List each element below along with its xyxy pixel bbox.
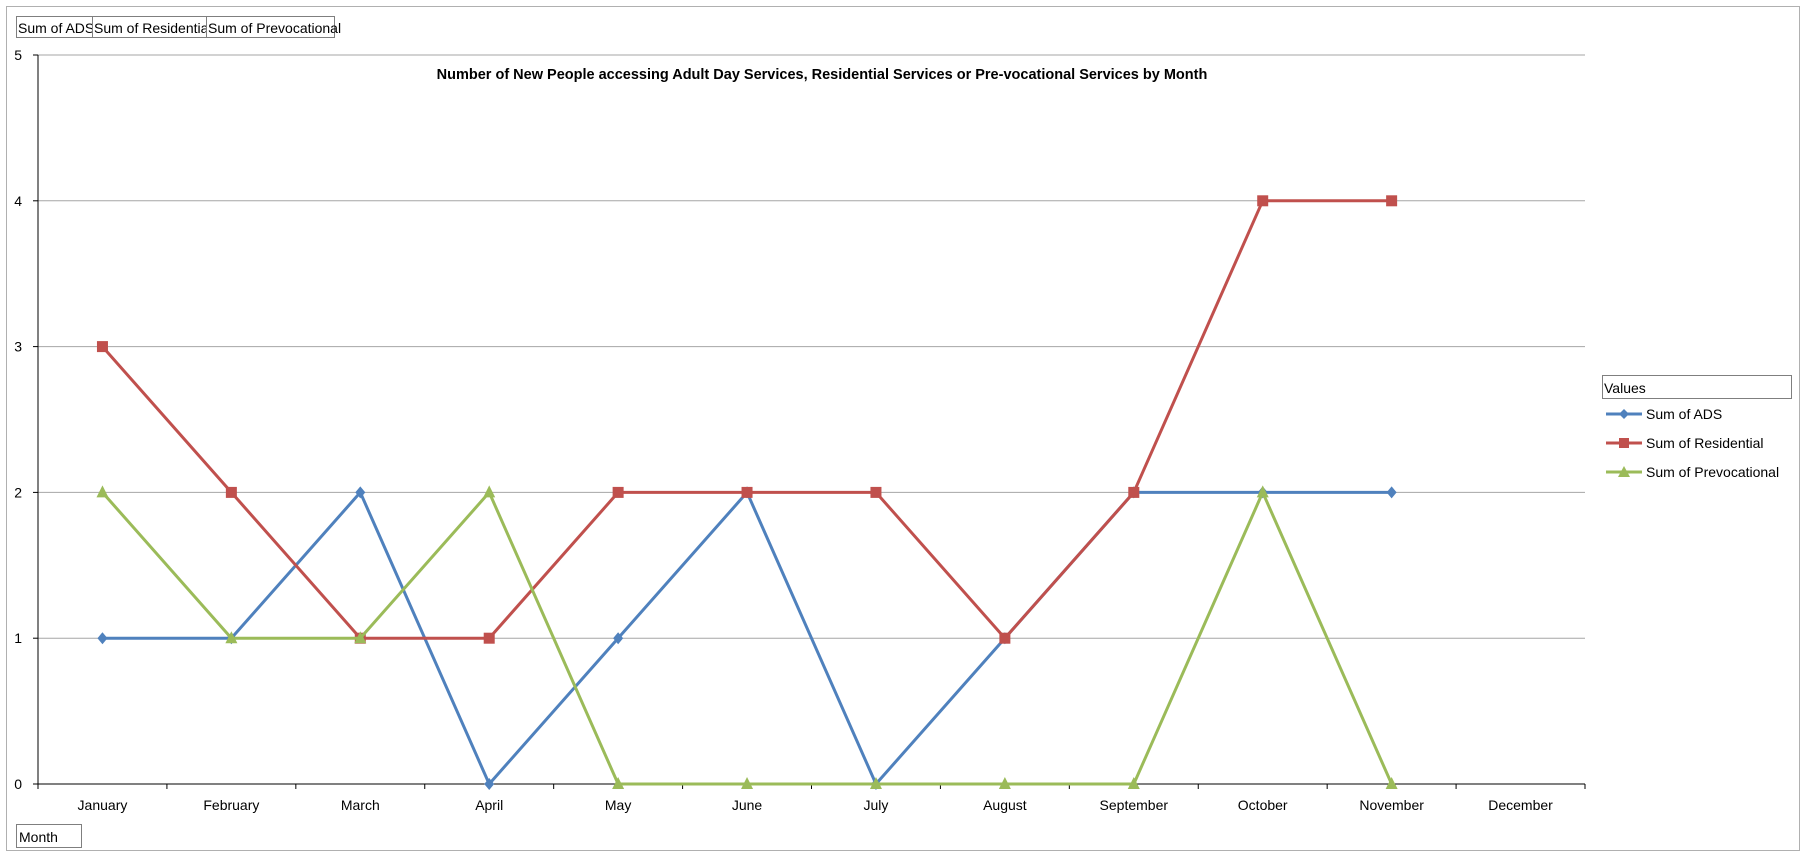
x-tick-label: November: [1359, 797, 1424, 813]
series-line-sum-of-residential: [101, 199, 1392, 640]
legend-marker-triangle-icon: [1606, 465, 1642, 477]
data-point-sum-of-residential[interactable]: [741, 486, 753, 498]
field-button-sum-of-ads[interactable]: Sum of ADS: [16, 16, 94, 38]
legend-label: Sum of ADS: [1646, 405, 1723, 422]
data-point-sum-of-residential[interactable]: [1257, 195, 1269, 207]
x-tick-label: April: [475, 797, 503, 813]
legend-item-sum-of-prevocational: Sum of Prevocational: [1606, 457, 1792, 486]
data-point-sum-of-prevocational[interactable]: [1385, 777, 1398, 789]
data-point-sum-of-residential[interactable]: [225, 486, 237, 498]
x-tick-label: January: [78, 797, 128, 813]
x-tick-label: May: [605, 797, 631, 813]
y-tick-label: 2: [14, 484, 22, 500]
x-tick-label: August: [983, 797, 1027, 813]
y-tick-label: 1: [14, 630, 22, 646]
legend-marker-square-icon: [1606, 437, 1642, 448]
data-point-sum-of-prevocational[interactable]: [225, 631, 238, 644]
x-tick-label: September: [1100, 797, 1169, 813]
legend-title[interactable]: Values: [1602, 375, 1792, 399]
data-point-sum-of-residential[interactable]: [612, 486, 624, 498]
y-tick-label: 5: [14, 47, 22, 63]
x-tick-label: February: [203, 797, 259, 813]
legend-label: Sum of Residential: [1646, 434, 1764, 451]
legend: Values Sum of ADS Sum of Residential Sum…: [1602, 375, 1792, 486]
x-tick-label: December: [1488, 797, 1553, 813]
data-point-sum-of-residential[interactable]: [1386, 195, 1398, 207]
data-point-sum-of-prevocational[interactable]: [998, 777, 1011, 789]
data-point-sum-of-residential[interactable]: [96, 341, 108, 353]
x-tick-label: October: [1238, 797, 1288, 813]
data-point-sum-of-prevocational[interactable]: [1127, 777, 1140, 789]
data-point-sum-of-ads[interactable]: [1386, 486, 1397, 499]
y-tick-label: 4: [14, 193, 22, 209]
x-tick-label: June: [732, 797, 763, 813]
data-point-sum-of-prevocational[interactable]: [483, 485, 496, 498]
field-button-sum-of-residential[interactable]: Sum of Residential: [92, 16, 212, 38]
data-point-sum-of-residential[interactable]: [999, 632, 1011, 644]
data-point-sum-of-ads[interactable]: [613, 632, 624, 645]
legend-item-sum-of-ads: Sum of ADS: [1606, 399, 1792, 428]
data-point-sum-of-prevocational[interactable]: [741, 777, 754, 789]
x-tick-label: July: [864, 797, 889, 813]
data-point-sum-of-residential[interactable]: [483, 632, 495, 644]
x-tick-label: March: [341, 797, 380, 813]
data-point-sum-of-prevocational[interactable]: [1256, 485, 1269, 498]
chart-title: Number of New People accessing Adult Day…: [437, 67, 1208, 83]
data-point-sum-of-prevocational[interactable]: [869, 777, 882, 789]
legend-label: Sum of Prevocational: [1646, 463, 1780, 480]
data-point-sum-of-ads[interactable]: [355, 486, 366, 499]
data-point-sum-of-ads[interactable]: [484, 778, 495, 790]
axis-field-button-month[interactable]: Month: [16, 824, 82, 848]
data-point-sum-of-prevocational[interactable]: [612, 777, 625, 789]
field-button-sum-of-prevocational[interactable]: Sum of Prevocational: [206, 16, 341, 38]
data-point-sum-of-residential[interactable]: [870, 486, 882, 498]
data-point-sum-of-prevocational[interactable]: [96, 485, 109, 498]
data-point-sum-of-residential[interactable]: [1128, 486, 1140, 498]
data-point-sum-of-prevocational[interactable]: [354, 631, 367, 644]
data-point-sum-of-ads[interactable]: [97, 632, 108, 645]
y-tick-label: 0: [14, 776, 22, 792]
chart-frame: [6, 6, 1800, 851]
y-tick-label: 3: [14, 339, 22, 355]
legend-item-sum-of-residential: Sum of Residential: [1606, 428, 1792, 457]
legend-marker-diamond-icon: [1606, 408, 1642, 419]
